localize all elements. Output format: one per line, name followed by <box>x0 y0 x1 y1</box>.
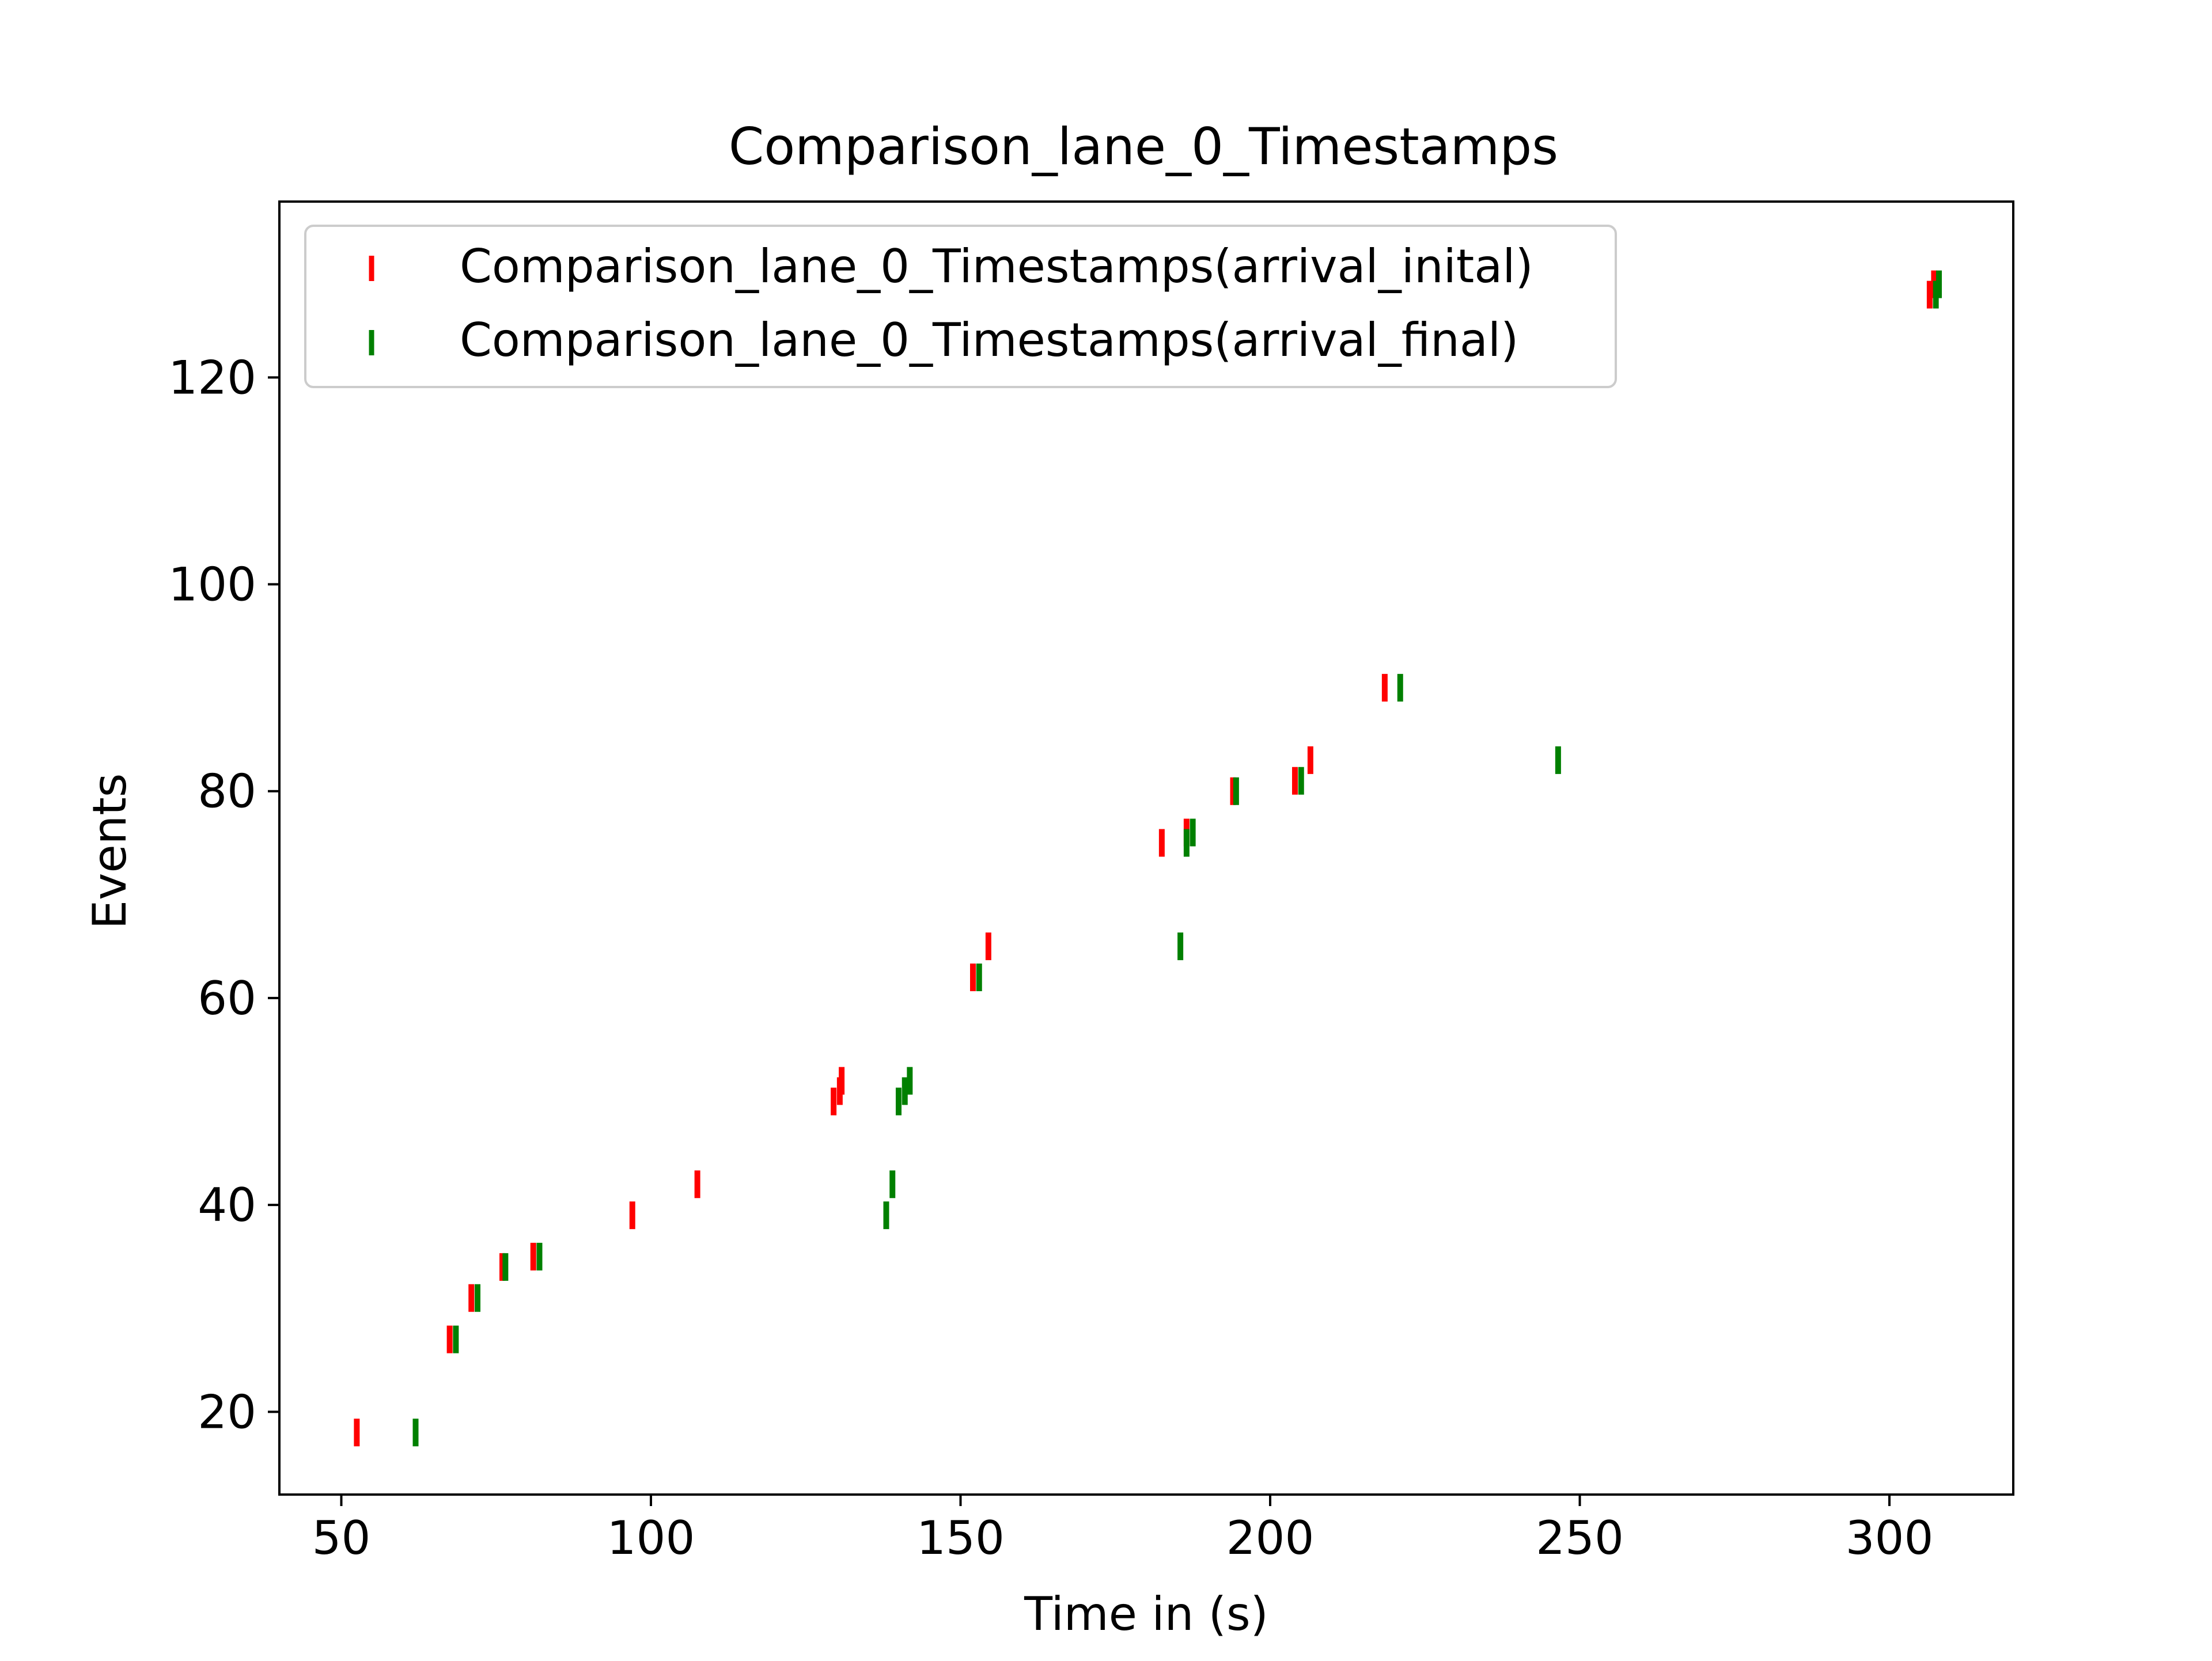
plot-area-frame <box>278 200 2014 1496</box>
x-axis-ticks: 50 100 150 200 250 300 <box>312 1495 1934 1565</box>
legend: Comparison_lane_0_Timestamps(arrival_ini… <box>304 225 1617 388</box>
x-tick-label: 250 <box>1536 1511 1624 1565</box>
y-tick-label: 80 <box>198 765 256 818</box>
y-tick-label: 120 <box>168 351 256 404</box>
y-tick-label: 60 <box>198 972 256 1025</box>
chart-title: Comparison_lane_0_Timestamps <box>729 117 1558 176</box>
legend-frame <box>304 225 1617 388</box>
legend-label-arrival-inital: Comparison_lane_0_Timestamps(arrival_ini… <box>460 240 1533 293</box>
x-tick-label: 50 <box>312 1511 371 1565</box>
plot-marks <box>354 270 1942 1447</box>
legend-label-arrival-final: Comparison_lane_0_Timestamps(arrival_fin… <box>460 313 1518 367</box>
y-axis-ticks: 20 40 60 80 100 120 <box>168 351 279 1439</box>
y-tick-label: 20 <box>198 1385 256 1439</box>
x-tick-label: 200 <box>1226 1511 1315 1565</box>
y-tick-label: 40 <box>198 1178 256 1232</box>
x-tick-label: 300 <box>1846 1511 1934 1565</box>
x-axis-label: Time in (s) <box>1024 1587 1268 1641</box>
y-tick-label: 100 <box>168 558 256 612</box>
x-tick-label: 150 <box>916 1511 1005 1565</box>
y-axis-label: Events <box>83 773 137 930</box>
x-tick-label: 100 <box>607 1511 695 1565</box>
